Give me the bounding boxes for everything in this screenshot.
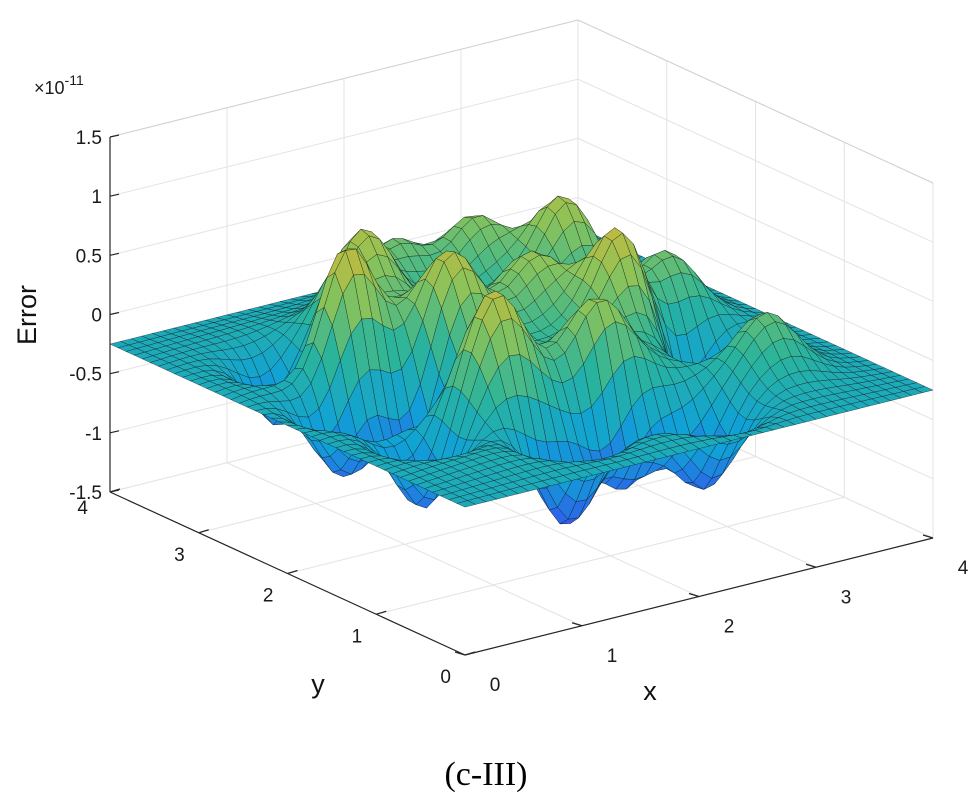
y-tick-mark bbox=[198, 529, 209, 534]
box-top-edge bbox=[109, 19, 934, 184]
error-surface bbox=[109, 195, 934, 525]
y-tick-mark bbox=[464, 651, 476, 656]
z-tick-label: 0.5 bbox=[76, 246, 102, 267]
x-tick-mark bbox=[805, 563, 817, 568]
grid-line bbox=[109, 78, 934, 243]
z-tick-label: -0.5 bbox=[69, 365, 102, 386]
grid-line bbox=[109, 19, 934, 184]
z-tick-label: 0 bbox=[91, 306, 102, 327]
z-exponent-base: ×10 bbox=[34, 78, 65, 98]
x-tick-label: 0 bbox=[490, 675, 501, 696]
y-tick-label: 1 bbox=[352, 626, 363, 647]
y-tick-mark bbox=[109, 488, 121, 493]
tick-labels: -1.5 -1 -0.5 0 0.5 1 1.5 0 1 2 3 4 0 1 2 3 4 bbox=[69, 128, 968, 696]
figure-caption: (c-III) bbox=[444, 756, 527, 793]
x-tick-label: 2 bbox=[724, 617, 735, 638]
z-tick-mark bbox=[109, 252, 120, 256]
z-tick-mark bbox=[109, 311, 120, 316]
y-axis-label: y bbox=[311, 669, 325, 699]
z-tick-label: 1.5 bbox=[76, 128, 102, 149]
x-tick-label: 1 bbox=[607, 646, 618, 667]
x-tick-mark bbox=[688, 592, 700, 598]
y-tick-mark bbox=[376, 610, 387, 615]
x-tick-label: 4 bbox=[958, 558, 969, 579]
z-tick-label: 1 bbox=[91, 187, 102, 208]
y-tick-mark bbox=[287, 569, 298, 575]
z-tick-mark bbox=[109, 134, 120, 138]
z-exponent-label: ×10-11 bbox=[34, 72, 84, 98]
x-tick-mark bbox=[922, 534, 934, 539]
z-axis-label: Error bbox=[12, 285, 42, 345]
grid-line bbox=[109, 137, 934, 302]
z-tick-label: -1.5 bbox=[69, 483, 102, 504]
x-tick-mark bbox=[454, 651, 466, 656]
z-tick-mark bbox=[109, 430, 120, 434]
x-tick-mark bbox=[571, 622, 583, 627]
surface-patch bbox=[456, 500, 477, 508]
y-tick-label: 0 bbox=[440, 667, 451, 688]
grid-line bbox=[109, 196, 934, 361]
x-axis-label: x bbox=[643, 676, 657, 706]
x-tick-label: 3 bbox=[841, 587, 852, 608]
z-exponent-power: -11 bbox=[65, 72, 84, 88]
y-tick-label: 2 bbox=[263, 586, 274, 607]
z-tick-label: -1 bbox=[85, 424, 102, 445]
y-tick-label: 3 bbox=[174, 545, 185, 566]
y-tick-label: 4 bbox=[77, 498, 88, 519]
z-tick-mark bbox=[109, 193, 120, 197]
z-tick-mark bbox=[109, 371, 120, 375]
